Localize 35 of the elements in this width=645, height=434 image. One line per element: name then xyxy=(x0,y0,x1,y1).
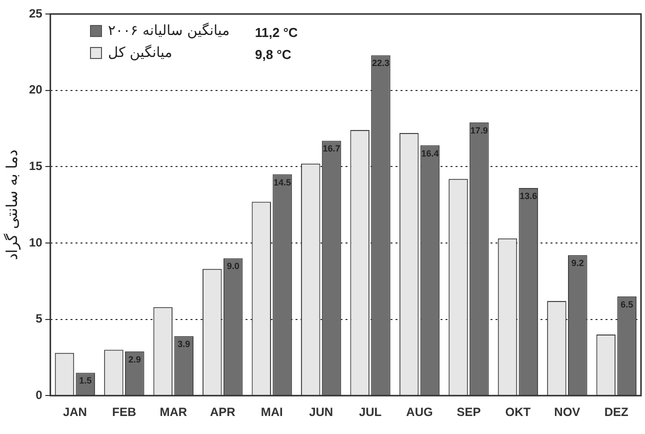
x-tick-label: FEB xyxy=(112,405,137,420)
x-tick-label: MAI xyxy=(260,405,283,420)
x-tick-label: APR xyxy=(210,405,236,420)
y-tick-label: 15 xyxy=(28,158,43,173)
legend-label: میانگین سالیانه ۲۰۰۶ xyxy=(108,23,230,39)
x-tick-label: SEP xyxy=(456,405,481,420)
annotation: 9,8 °C xyxy=(255,46,292,64)
data-label: 2.9 xyxy=(128,354,141,364)
data-label: 14.5 xyxy=(274,177,292,188)
x-tick-label: JUN xyxy=(309,405,334,420)
data-label: 1.5 xyxy=(79,376,92,386)
data-label: 17.9 xyxy=(470,125,488,136)
y-tick-label: 10 xyxy=(28,235,43,250)
data-label: 16.7 xyxy=(322,144,340,154)
x-tick-label: MAR xyxy=(160,405,188,420)
x-tick-label: NOV xyxy=(554,405,580,420)
x-tick-label: DEZ xyxy=(604,405,628,420)
x-tick-label: OKT xyxy=(505,405,532,420)
data-label: 9.2 xyxy=(571,258,584,268)
data-label: 22.3 xyxy=(372,58,390,68)
y-tick-label: 25 xyxy=(28,6,43,20)
y-tick-label: 5 xyxy=(36,312,43,326)
data-label: 13.6 xyxy=(520,190,538,201)
x-tick-label: AUG xyxy=(406,405,433,420)
legend-label: میانگین کل xyxy=(108,45,172,61)
x-tick-label: JUL xyxy=(358,405,382,420)
annotation: 11,2 °C xyxy=(255,24,298,42)
x-tick-label: JAN xyxy=(62,405,87,420)
data-label: 6.5 xyxy=(620,299,634,310)
y-tick-label: 0 xyxy=(36,388,43,402)
data-label: 3.9 xyxy=(178,339,190,350)
data-label: 9.0 xyxy=(226,261,240,272)
data-label: 16.4 xyxy=(421,148,439,158)
y-axis-title: دما به سانتی گراد xyxy=(2,150,21,260)
y-tick-label: 20 xyxy=(28,82,43,97)
